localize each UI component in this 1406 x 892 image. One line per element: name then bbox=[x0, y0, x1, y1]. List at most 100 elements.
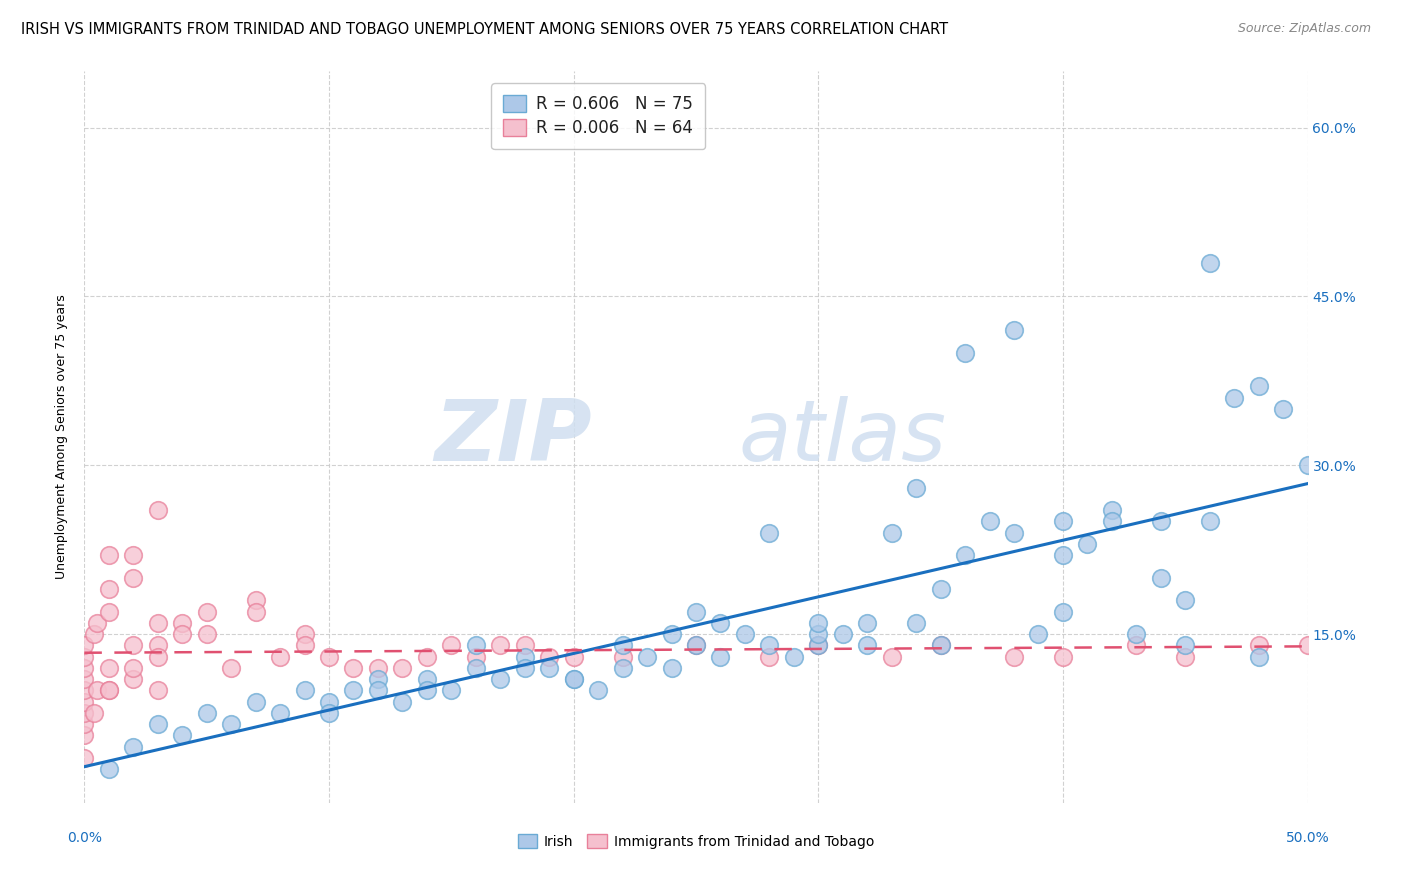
Text: 50.0%: 50.0% bbox=[1285, 831, 1330, 845]
Legend: Irish, Immigrants from Trinidad and Tobago: Irish, Immigrants from Trinidad and Toba… bbox=[512, 829, 880, 855]
Point bbox=[245, 593, 267, 607]
Point bbox=[1174, 638, 1197, 652]
Point bbox=[122, 661, 145, 675]
Point bbox=[73, 638, 96, 652]
Point bbox=[172, 728, 194, 742]
Point bbox=[1101, 515, 1123, 529]
Point bbox=[97, 605, 120, 619]
Point bbox=[880, 649, 903, 664]
Point bbox=[367, 672, 389, 686]
Point bbox=[73, 706, 96, 720]
Point bbox=[1174, 593, 1197, 607]
Point bbox=[880, 525, 903, 540]
Point bbox=[1296, 458, 1319, 473]
Point bbox=[318, 706, 340, 720]
Point bbox=[612, 661, 634, 675]
Point bbox=[73, 683, 96, 698]
Point bbox=[1052, 515, 1074, 529]
Point bbox=[97, 661, 120, 675]
Point bbox=[97, 582, 120, 596]
Point bbox=[807, 615, 830, 630]
Point bbox=[1125, 638, 1147, 652]
Point bbox=[269, 706, 291, 720]
Point bbox=[122, 548, 145, 562]
Point bbox=[661, 661, 683, 675]
Point bbox=[122, 739, 145, 754]
Point bbox=[83, 627, 105, 641]
Point bbox=[1052, 605, 1074, 619]
Point bbox=[195, 627, 218, 641]
Point bbox=[1223, 391, 1246, 405]
Point bbox=[195, 605, 218, 619]
Point bbox=[97, 683, 120, 698]
Text: ZIP: ZIP bbox=[434, 395, 592, 479]
Point bbox=[661, 627, 683, 641]
Point bbox=[342, 661, 364, 675]
Point bbox=[807, 627, 830, 641]
Point bbox=[685, 638, 707, 652]
Point bbox=[122, 571, 145, 585]
Point bbox=[1150, 515, 1173, 529]
Point bbox=[318, 649, 340, 664]
Point bbox=[1101, 503, 1123, 517]
Point bbox=[73, 661, 96, 675]
Point bbox=[807, 638, 830, 652]
Point bbox=[1125, 627, 1147, 641]
Point bbox=[172, 627, 194, 641]
Point bbox=[513, 649, 536, 664]
Point bbox=[391, 661, 413, 675]
Point bbox=[562, 649, 585, 664]
Point bbox=[709, 649, 731, 664]
Point bbox=[73, 717, 96, 731]
Point bbox=[513, 638, 536, 652]
Point bbox=[416, 683, 439, 698]
Point bbox=[489, 672, 512, 686]
Point bbox=[1247, 379, 1270, 393]
Point bbox=[1150, 571, 1173, 585]
Point bbox=[734, 627, 756, 641]
Point bbox=[73, 649, 96, 664]
Point bbox=[709, 615, 731, 630]
Point bbox=[97, 762, 120, 776]
Point bbox=[1052, 548, 1074, 562]
Point bbox=[122, 672, 145, 686]
Text: atlas: atlas bbox=[738, 395, 946, 479]
Point bbox=[586, 683, 609, 698]
Point bbox=[1198, 255, 1220, 269]
Point bbox=[269, 649, 291, 664]
Point bbox=[367, 683, 389, 698]
Text: 0.0%: 0.0% bbox=[67, 831, 101, 845]
Point bbox=[758, 525, 780, 540]
Point bbox=[416, 649, 439, 664]
Point bbox=[73, 694, 96, 708]
Point bbox=[1296, 638, 1319, 652]
Point bbox=[294, 683, 316, 698]
Point bbox=[905, 481, 928, 495]
Point bbox=[146, 503, 169, 517]
Point bbox=[146, 649, 169, 664]
Point bbox=[856, 615, 879, 630]
Point bbox=[612, 649, 634, 664]
Text: IRISH VS IMMIGRANTS FROM TRINIDAD AND TOBAGO UNEMPLOYMENT AMONG SENIORS OVER 75 : IRISH VS IMMIGRANTS FROM TRINIDAD AND TO… bbox=[21, 22, 948, 37]
Point bbox=[489, 638, 512, 652]
Point bbox=[929, 582, 952, 596]
Point bbox=[636, 649, 658, 664]
Point bbox=[391, 694, 413, 708]
Point bbox=[73, 672, 96, 686]
Point bbox=[83, 706, 105, 720]
Point bbox=[1052, 649, 1074, 664]
Point bbox=[440, 683, 463, 698]
Point bbox=[1002, 649, 1025, 664]
Point bbox=[783, 649, 806, 664]
Point bbox=[219, 717, 242, 731]
Point bbox=[1247, 638, 1270, 652]
Point bbox=[562, 672, 585, 686]
Point bbox=[97, 548, 120, 562]
Point bbox=[294, 627, 316, 641]
Point bbox=[122, 638, 145, 652]
Point bbox=[342, 683, 364, 698]
Point bbox=[416, 672, 439, 686]
Y-axis label: Unemployment Among Seniors over 75 years: Unemployment Among Seniors over 75 years bbox=[55, 294, 69, 580]
Point bbox=[856, 638, 879, 652]
Point bbox=[464, 649, 486, 664]
